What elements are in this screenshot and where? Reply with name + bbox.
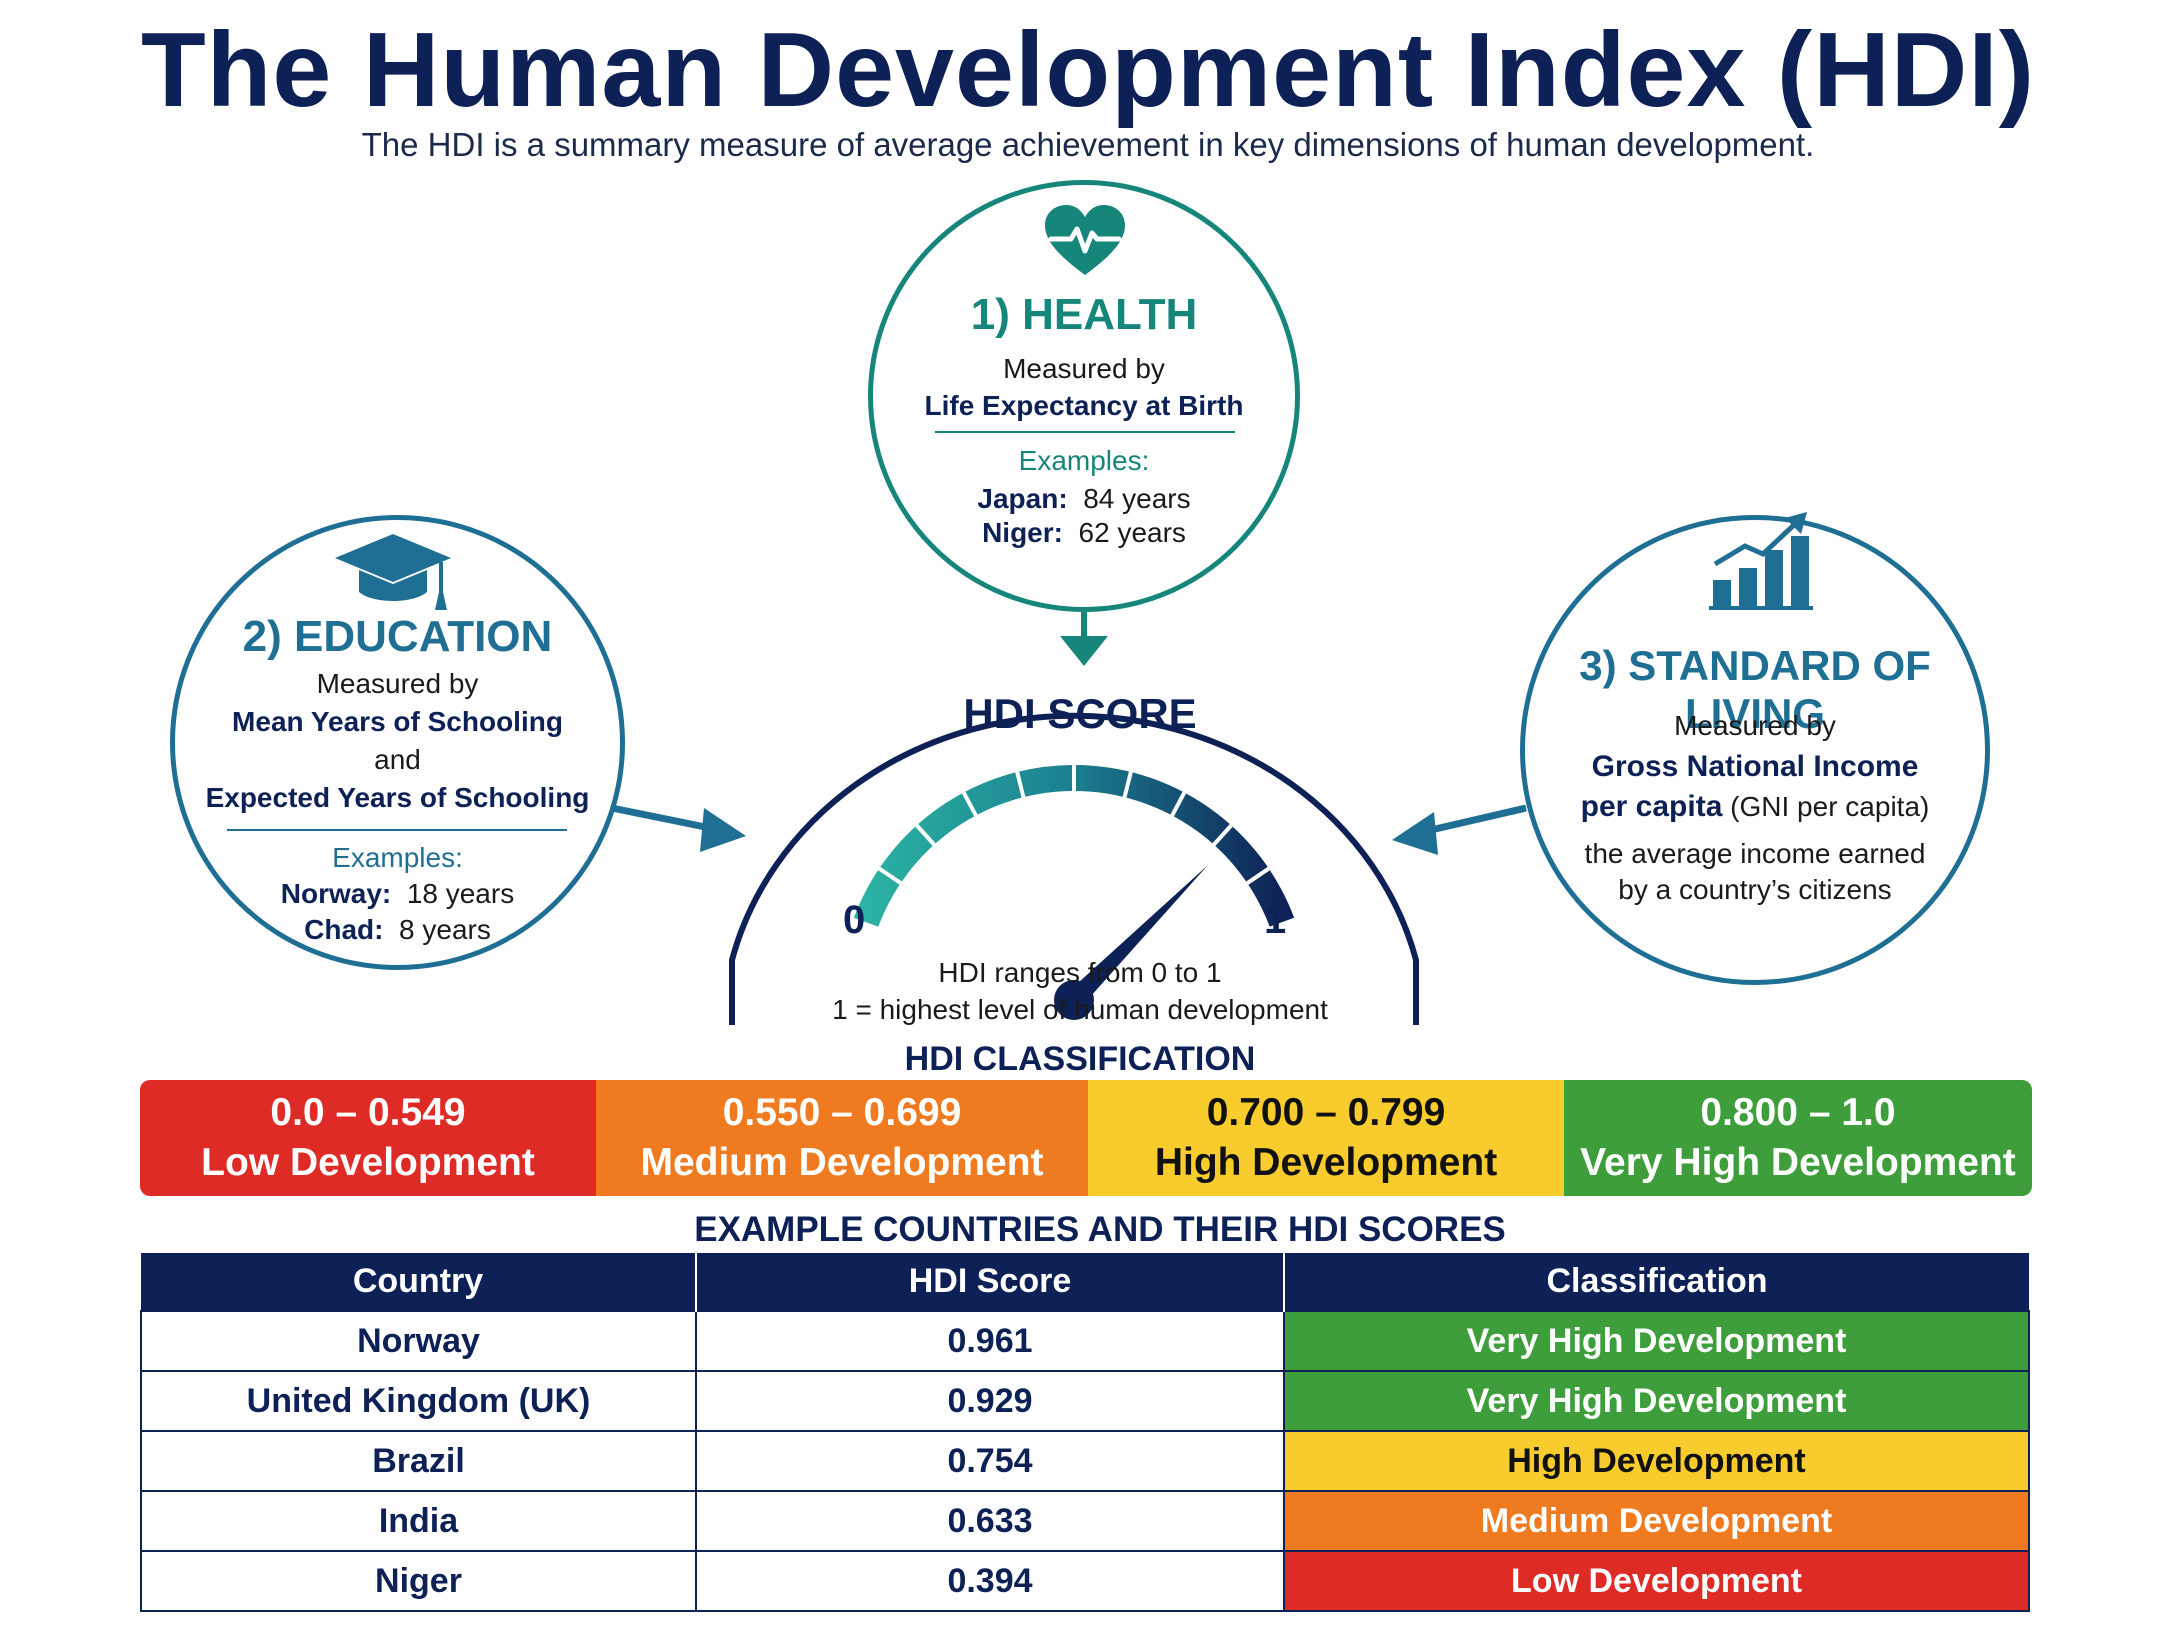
- cell-classification: Very High Development: [1283, 1310, 2030, 1372]
- health-title: 1) HEALTH: [970, 290, 1198, 339]
- table-row: Niger 0.394 Low Development: [140, 1550, 2030, 1612]
- living-desc-1: the average income earned: [1584, 838, 1926, 869]
- band-range: 0.0 – 0.549: [270, 1091, 466, 1134]
- table-row: India 0.633 Medium Development: [140, 1490, 2030, 1552]
- gauge-tick: [1168, 791, 1187, 821]
- gauge-tick: [1242, 866, 1270, 888]
- band-range: 0.700 – 0.799: [1206, 1091, 1446, 1134]
- cell-hdi-score: 0.754: [695, 1430, 1285, 1492]
- living-desc-2: by a country’s citizens: [1618, 874, 1892, 905]
- hdi-score-arch: [729, 712, 1419, 1025]
- band-label: Very High Development: [1580, 1141, 2016, 1184]
- health-measured-by: Measured by: [1003, 353, 1165, 384]
- heart-pulse-icon: [1045, 205, 1125, 275]
- hdi-score-title: HDI SCORE: [963, 690, 1197, 737]
- standard-of-living-circle: 3) STANDARD OF LIVING Measured by Gross …: [1520, 512, 1990, 985]
- hdi-highest-note: 1 = highest level of human development: [832, 994, 1328, 1025]
- page-title: The Human Development Index (HDI): [140, 11, 2036, 129]
- classification-bar: 0.0 – 0.549 Low Development 0.550 – 0.69…: [140, 1080, 2032, 1196]
- gauge-tick: [915, 824, 939, 850]
- education-example-row: Chad: 8 years: [304, 914, 491, 945]
- education-metric-expected: Expected Years of Schooling: [205, 782, 590, 813]
- living-arrow: [1392, 804, 1527, 855]
- table-row: Norway 0.961 Very High Development: [140, 1310, 2030, 1372]
- table-row: United Kingdom (UK) 0.929 Very High Develo…: [140, 1370, 2030, 1432]
- education-and: and: [374, 744, 421, 775]
- health-dimension-circle: 1) HEALTH Measured by Life Expectancy at…: [868, 180, 1300, 612]
- education-metric-mean: Mean Years of Schooling: [232, 706, 563, 737]
- classification-band-high: 0.700 – 0.799 High Development: [1088, 1080, 1564, 1196]
- education-measured-by: Measured by: [316, 668, 479, 699]
- cell-country: United Kingdom (UK): [140, 1370, 697, 1432]
- header-hdi-score: HDI Score: [695, 1253, 1284, 1311]
- education-examples-label: Examples:: [332, 842, 463, 873]
- cell-country: Niger: [140, 1550, 697, 1612]
- gauge-track: [853, 765, 1295, 929]
- education-arrow: [611, 804, 746, 852]
- cell-hdi-score: 0.394: [695, 1550, 1285, 1612]
- gauge-tick: [852, 917, 883, 933]
- cell-country: India: [140, 1490, 697, 1552]
- band-label: Medium Development: [640, 1141, 1044, 1184]
- gauge-needle: [1066, 865, 1208, 1008]
- living-metric-gni: Gross National Income: [1591, 750, 1919, 783]
- health-example-row: Japan: 84 years: [977, 483, 1191, 514]
- health-example-row: Niger: 62 years: [982, 517, 1186, 548]
- bar-chart-growth-icon: [1709, 512, 1813, 610]
- gauge-max-label: 1: [1264, 898, 1287, 942]
- classification-band-low: 0.0 – 0.549 Low Development: [140, 1080, 596, 1196]
- table-header-row: Country HDI Score Classification: [141, 1253, 2029, 1311]
- education-title: 2) EDUCATION: [242, 612, 553, 661]
- header-country: Country: [141, 1253, 696, 1311]
- table-title: EXAMPLE COUNTRIES AND THEIR HDI SCORES: [694, 1210, 1506, 1249]
- living-measured-by: Measured by: [1674, 710, 1836, 741]
- cell-classification: Medium Development: [1283, 1490, 2030, 1552]
- cell-country: Brazil: [140, 1430, 697, 1492]
- gauge-min-label: 0: [843, 898, 866, 942]
- health-arrow: [1060, 612, 1108, 666]
- cell-country: Norway: [140, 1310, 697, 1372]
- page-subtitle: The HDI is a summary measure of average …: [361, 126, 1815, 163]
- header-classification: Classification: [1283, 1253, 2029, 1311]
- gauge-tick: [961, 791, 980, 821]
- classification-title: HDI CLASSIFICATION: [904, 1040, 1256, 1078]
- band-range: 0.550 – 0.699: [722, 1091, 962, 1134]
- health-divider: [935, 431, 1235, 433]
- gauge-tick: [1265, 917, 1296, 933]
- gauge-tick: [1209, 824, 1233, 850]
- gauge-needle-hub: [1054, 980, 1094, 1020]
- gauge-tick: [1015, 771, 1027, 803]
- cell-classification: Low Development: [1283, 1550, 2030, 1612]
- cell-hdi-score: 0.633: [695, 1490, 1285, 1552]
- health-metric: Life Expectancy at Birth: [924, 390, 1244, 421]
- classification-band-very-high: 0.800 – 1.0 Very High Development: [1564, 1080, 2032, 1196]
- cell-classification: High Development: [1283, 1430, 2030, 1492]
- gauge-tick: [1121, 771, 1133, 803]
- countries-hdi-table: Country HDI Score Classification Norway 0…: [140, 1253, 2030, 1612]
- living-title: 3) STANDARD OF LIVING: [1579, 642, 1931, 737]
- band-range: 0.800 – 1.0: [1700, 1091, 1896, 1134]
- hdi-range-note: HDI ranges from 0 to 1: [938, 957, 1222, 988]
- cell-classification: Very High Development: [1283, 1370, 2030, 1432]
- cell-hdi-score: 0.929: [695, 1370, 1285, 1432]
- gauge-tick: [878, 866, 906, 888]
- band-label: Low Development: [201, 1141, 535, 1184]
- cell-hdi-score: 0.961: [695, 1310, 1285, 1372]
- hdi-gauge: [852, 765, 1296, 1020]
- classification-band-medium: 0.550 – 0.699 Medium Development: [596, 1080, 1088, 1196]
- education-dimension-circle: 2) EDUCATION Measured by Mean Years of S…: [170, 515, 625, 970]
- living-metric-per-capita: per capita (GNI per capita): [1580, 790, 1930, 823]
- band-label: High Development: [1154, 1141, 1498, 1184]
- education-example-row: Norway: 18 years: [280, 878, 515, 909]
- education-divider: [227, 829, 567, 831]
- health-examples-label: Examples:: [1018, 445, 1150, 476]
- table-row: Brazil 0.754 High Development: [140, 1430, 2030, 1492]
- graduation-cap-icon: [335, 534, 451, 610]
